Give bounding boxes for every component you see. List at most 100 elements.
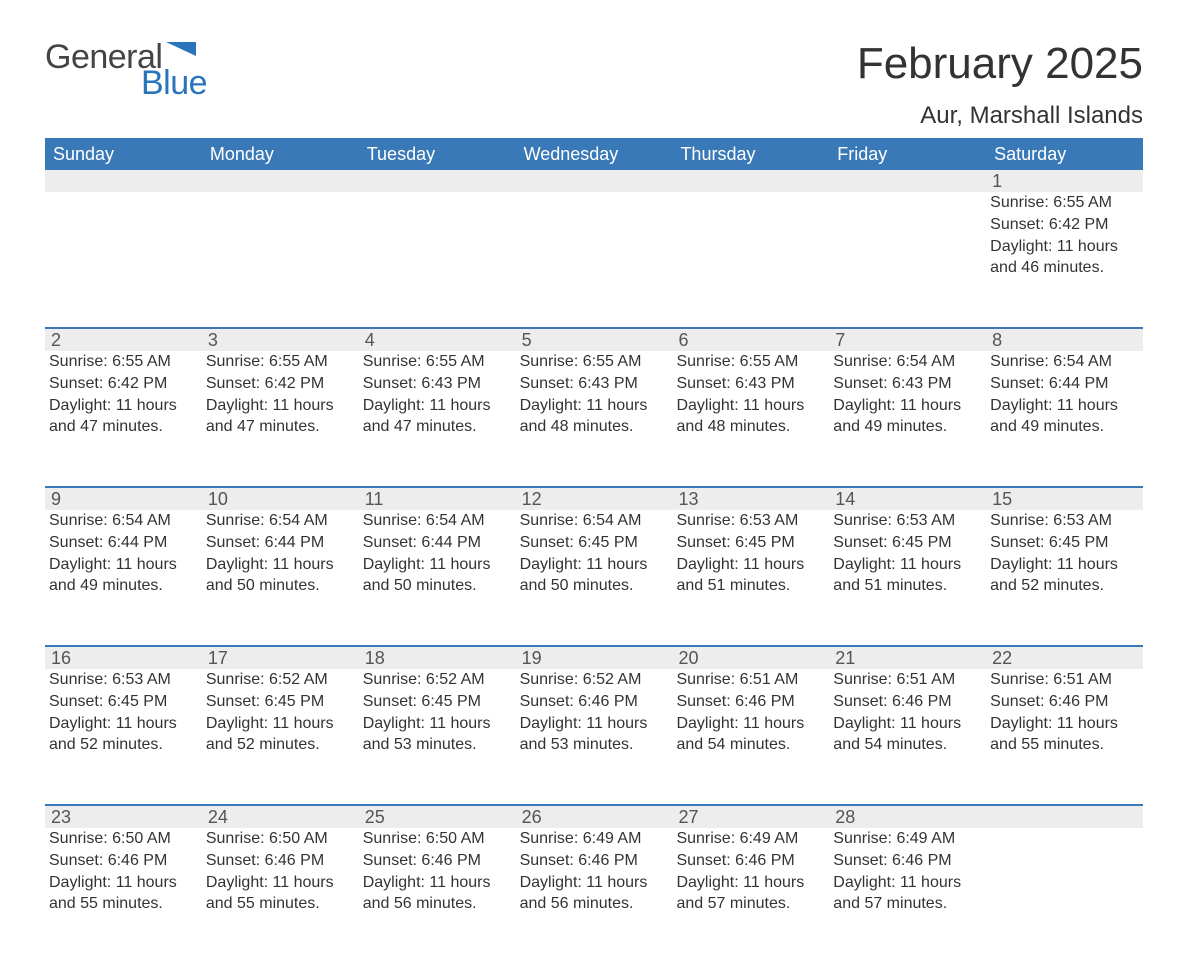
sunrise-text: Sunrise: 6:54 AM	[520, 510, 665, 532]
day-cell: Sunrise: 6:55 AMSunset: 6:43 PMDaylight:…	[672, 351, 829, 486]
day-cell: Sunrise: 6:54 AMSunset: 6:44 PMDaylight:…	[359, 510, 516, 645]
sunset-text: Sunset: 6:45 PM	[520, 532, 665, 554]
day-cell: Sunrise: 6:49 AMSunset: 6:46 PMDaylight:…	[672, 828, 829, 963]
sunrise-text: Sunrise: 6:52 AM	[520, 669, 665, 691]
sunrise-text: Sunrise: 6:54 AM	[363, 510, 508, 532]
sunrise-text: Sunrise: 6:51 AM	[990, 669, 1135, 691]
sunset-text: Sunset: 6:43 PM	[363, 373, 508, 395]
day-cell	[986, 828, 1143, 963]
week-content-row: Sunrise: 6:55 AM Sunset: 6:42 PM Daylight:…	[45, 351, 1143, 486]
day-cell: Sunrise: 6:53 AMSunset: 6:45 PMDaylight:…	[672, 510, 829, 645]
sunset-text: Sunset: 6:45 PM	[990, 532, 1135, 554]
sunset-text: Sunset: 6:46 PM	[520, 691, 665, 713]
day-number: 16	[45, 648, 202, 669]
sunset-text: Sunset: 6:44 PM	[363, 532, 508, 554]
sunset-text: Sunset: 6:46 PM	[49, 850, 194, 872]
title-block: February 2025 Aur, Marshall Islands	[857, 40, 1143, 130]
sunset-text: Sunset: 6:43 PM	[520, 373, 665, 395]
daylight-text: Daylight: 11 hours and 55 minutes.	[990, 713, 1135, 756]
day-cell	[672, 192, 829, 327]
day-cell: Sunrise: 6:51 AMSunset: 6:46 PMDaylight:…	[986, 669, 1143, 804]
sunset-text: Sunset: 6:45 PM	[363, 691, 508, 713]
day-cell: Sunrise: 6:52 AMSunset: 6:46 PMDaylight:…	[516, 669, 673, 804]
day-number-row: 16171819202122	[45, 647, 1143, 669]
sunset-text: Sunset: 6:46 PM	[833, 691, 978, 713]
sunset-text: Sunset: 6:46 PM	[520, 850, 665, 872]
sunset-text: Sunset: 6:44 PM	[49, 532, 194, 554]
day-cell: Sunrise: 6:52 AMSunset: 6:45 PMDaylight:…	[359, 669, 516, 804]
sunset-text: Sunset: 6:42 PM	[206, 373, 351, 395]
logo-text-blue: Blue	[141, 66, 207, 100]
week-content-row: Sunrise: 6:50 AMSunset: 6:46 PMDaylight:…	[45, 828, 1143, 963]
daylight-text: Daylight: 11 hours and 51 minutes.	[833, 554, 978, 597]
sunrise-text: Sunrise: 6:52 AM	[206, 669, 351, 691]
sunrise-text: Sunrise: 6:54 AM	[990, 351, 1135, 373]
week-row: 9101112131415Sunrise: 6:54 AMSunset: 6:4…	[45, 486, 1143, 645]
brand-logo: General Blue	[45, 40, 207, 100]
sunrise-text: Sunrise: 6:50 AM	[49, 828, 194, 850]
sunset-text: Sunset: 6:46 PM	[833, 850, 978, 872]
daylight-text: Daylight: 11 hours and 46 minutes.	[990, 236, 1135, 279]
day-number: 10	[202, 489, 359, 510]
sunset-text: Sunset: 6:46 PM	[206, 850, 351, 872]
day-number: 23	[45, 807, 202, 828]
day-cell	[829, 192, 986, 327]
sunrise-text: Sunrise: 6:51 AM	[676, 669, 821, 691]
sunrise-text: Sunrise: 6:54 AM	[49, 510, 194, 532]
sunrise-text: Sunrise: 6:49 AM	[520, 828, 665, 850]
sunrise-text: Sunrise: 6:50 AM	[206, 828, 351, 850]
daylight-text: Daylight: 11 hours and 52 minutes.	[206, 713, 351, 756]
header-area: General Blue February 2025 Aur, Marshall…	[45, 40, 1143, 130]
day-number: 25	[359, 807, 516, 828]
calendar-grid: SundayMondayTuesdayWednesdayThursdayFrid…	[45, 138, 1143, 963]
day-cell: Sunrise: 6:54 AMSunset: 6:43 PMDaylight:…	[829, 351, 986, 486]
sunrise-text: Sunrise: 6:54 AM	[833, 351, 978, 373]
sunrise-text: Sunrise: 6:54 AM	[206, 510, 351, 532]
daylight-text: Daylight: 11 hours and 52 minutes.	[990, 554, 1135, 597]
daylight-text: Daylight: 11 hours and 50 minutes.	[520, 554, 665, 597]
day-number-row: 1	[45, 170, 1143, 192]
month-title: February 2025	[857, 40, 1143, 88]
daylight-text: Daylight: 11 hours and 49 minutes.	[49, 554, 194, 597]
day-number-row: 2345678	[45, 329, 1143, 351]
weeks-container: 1Sunrise: 6:55 AMSunset: 6:42 PMDaylight…	[45, 170, 1143, 963]
day-number: 26	[516, 807, 673, 828]
daylight-text: Daylight: 11 hours and 54 minutes.	[833, 713, 978, 756]
daylight-text: Daylight: 11 hours and 51 minutes.	[676, 554, 821, 597]
day-cell: Sunrise: 6:50 AMSunset: 6:46 PMDaylight:…	[202, 828, 359, 963]
daylight-text: Daylight: 11 hours and 50 minutes.	[206, 554, 351, 597]
day-cell: Sunrise: 6:55 AMSunset: 6:42 PMDaylight:…	[986, 192, 1143, 327]
week-row: 1Sunrise: 6:55 AMSunset: 6:42 PMDaylight…	[45, 170, 1143, 327]
day-cell	[202, 192, 359, 327]
day-cell: Sunrise: 6:55 AMSunset: 6:43 PMDaylight:…	[516, 351, 673, 486]
day-cell: Sunrise: 6:55 AMSunset: 6:42 PMDaylight:…	[45, 351, 202, 486]
calendar-page: General Blue February 2025 Aur, Marshall…	[0, 0, 1188, 918]
week-content-row: Sunrise: 6:54 AMSunset: 6:44 PMDaylight:…	[45, 510, 1143, 645]
day-number: 15	[986, 489, 1143, 510]
day-cell: Sunrise: 6:51 AMSunset: 6:46 PMDaylight:…	[829, 669, 986, 804]
weekday-friday: Friday	[829, 144, 986, 165]
sunset-text: Sunset: 6:46 PM	[676, 691, 821, 713]
daylight-text: Daylight: 11 hours and 48 minutes.	[676, 395, 821, 438]
day-number: 19	[516, 648, 673, 669]
sunrise-text: Sunrise: 6:49 AM	[676, 828, 821, 850]
day-cell: Sunrise: 6:53 AMSunset: 6:45 PMDaylight:…	[45, 669, 202, 804]
day-number: 6	[672, 330, 829, 351]
day-number: 3	[202, 330, 359, 351]
sunrise-text: Sunrise: 6:52 AM	[363, 669, 508, 691]
day-cell	[359, 192, 516, 327]
sunrise-text: Sunrise: 6:53 AM	[49, 669, 194, 691]
daylight-text: Daylight: 11 hours and 52 minutes.	[49, 713, 194, 756]
sunrise-text: Sunrise: 6:53 AM	[833, 510, 978, 532]
sunset-text: Sunset: 6:46 PM	[676, 850, 821, 872]
week-row: 2345678Sunrise: 6:55 AM Sunset: 6:42 PM Da…	[45, 327, 1143, 486]
sunrise-text: Sunrise: 6:51 AM	[833, 669, 978, 691]
sunrise-text: Sunrise: 6:55 AM	[520, 351, 665, 373]
daylight-text: Daylight: 11 hours and 54 minutes.	[676, 713, 821, 756]
day-number: 28	[829, 807, 986, 828]
sunrise-text: Sunrise: 6:55 AM	[990, 192, 1135, 214]
day-number: 7	[829, 330, 986, 351]
day-number-row: 232425262728	[45, 806, 1143, 828]
sunset-text: Sunset: 6:44 PM	[990, 373, 1135, 395]
sunrise-text: Sunrise: 6:49 AM	[833, 828, 978, 850]
